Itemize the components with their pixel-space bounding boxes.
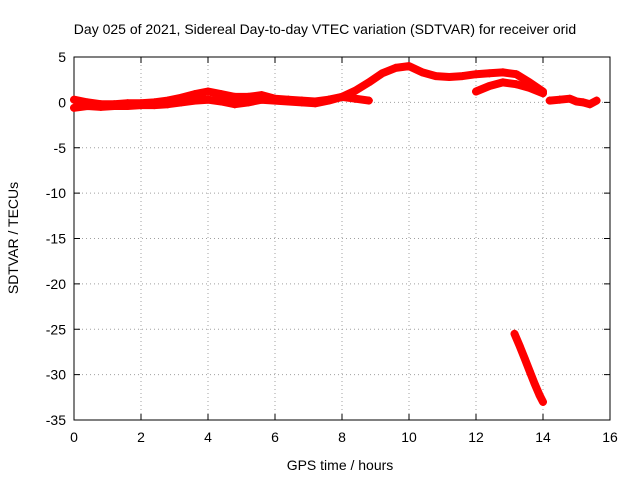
data-point (485, 82, 494, 91)
data-point (177, 98, 186, 107)
y-tick-label: -30 (46, 367, 66, 383)
data-point (163, 100, 172, 109)
data-point (535, 391, 544, 400)
data-points (70, 62, 601, 406)
data-point (458, 72, 467, 81)
data-point (204, 95, 212, 104)
series-trace (510, 329, 547, 406)
series-band (70, 62, 547, 109)
x-tick-label: 12 (468, 429, 484, 445)
data-point (391, 63, 400, 72)
data-point (585, 100, 594, 109)
data-point (217, 97, 226, 106)
data-point (530, 379, 539, 388)
ticks: 0 2 4 6 8 10 12 14 16 5 0 -5 -10 -15 -20 -25 -30 -35 (46, 49, 618, 445)
y-tick-label: -15 (46, 231, 66, 247)
chart-title: Day 025 of 2021, Sidereal Day-to-day VTE… (74, 21, 576, 37)
data-point (364, 96, 373, 105)
x-tick-label: 10 (401, 429, 417, 445)
x-tick-label: 8 (338, 429, 346, 445)
data-point (431, 72, 440, 81)
x-tick-label: 6 (271, 429, 279, 445)
data-point (445, 72, 454, 81)
data-point (204, 87, 212, 96)
data-point (512, 80, 521, 89)
data-point (472, 70, 480, 79)
data-point (297, 98, 306, 107)
series-trace (545, 94, 601, 109)
data-point (405, 62, 413, 71)
data-point (271, 96, 279, 105)
data-point (70, 95, 78, 104)
data-point (515, 341, 524, 350)
data-point (123, 102, 132, 111)
data-point (338, 92, 346, 101)
series-band (510, 329, 547, 406)
data-point (230, 100, 239, 109)
y-tick-label: -35 (46, 412, 66, 428)
data-point (520, 354, 529, 363)
data-point (96, 102, 105, 111)
series-band (472, 78, 547, 98)
data-point (510, 329, 519, 338)
data-point (190, 96, 199, 105)
data-point (525, 83, 534, 92)
grid (74, 57, 610, 420)
data-point (110, 102, 119, 111)
x-tick-label: 14 (535, 429, 551, 445)
data-point (498, 78, 507, 87)
data-point (70, 103, 78, 112)
y-tick-label: -10 (46, 185, 66, 201)
data-point (472, 87, 480, 96)
data-point (83, 102, 92, 111)
data-point (137, 101, 145, 110)
data-point (545, 96, 554, 105)
data-point (284, 97, 293, 106)
data-point (230, 92, 239, 101)
data-point (525, 366, 534, 375)
data-point (539, 89, 547, 98)
data-point (485, 69, 494, 78)
y-tick-label: 5 (58, 49, 66, 65)
x-tick-label: 16 (602, 429, 618, 445)
data-point (592, 96, 601, 105)
y-axis-title: SDTVAR / TECUs (5, 182, 21, 294)
data-point (579, 98, 588, 107)
y-tick-label: 0 (58, 94, 66, 110)
data-point (351, 94, 360, 103)
series-trace (70, 92, 373, 112)
data-point (324, 96, 333, 105)
y-tick-label: -20 (46, 276, 66, 292)
y-tick-label: -5 (54, 140, 67, 156)
data-point (555, 95, 564, 104)
data-point (257, 95, 266, 104)
data-point (378, 69, 387, 78)
series-trace (472, 78, 547, 98)
data-point (364, 78, 373, 87)
data-point (351, 86, 360, 95)
data-point (418, 68, 427, 77)
x-tick-label: 0 (70, 429, 78, 445)
data-point (512, 70, 521, 79)
x-tick-label: 4 (204, 429, 212, 445)
x-axis-title: GPS time / hours (287, 457, 394, 473)
data-point (150, 101, 159, 110)
data-point (311, 99, 320, 108)
y-tick-label: -25 (46, 321, 66, 337)
data-point (572, 97, 581, 106)
data-point (565, 94, 574, 103)
data-point (244, 98, 253, 107)
data-point (498, 68, 507, 77)
data-point (539, 397, 547, 406)
data-point (217, 90, 226, 99)
x-tick-label: 2 (137, 429, 145, 445)
